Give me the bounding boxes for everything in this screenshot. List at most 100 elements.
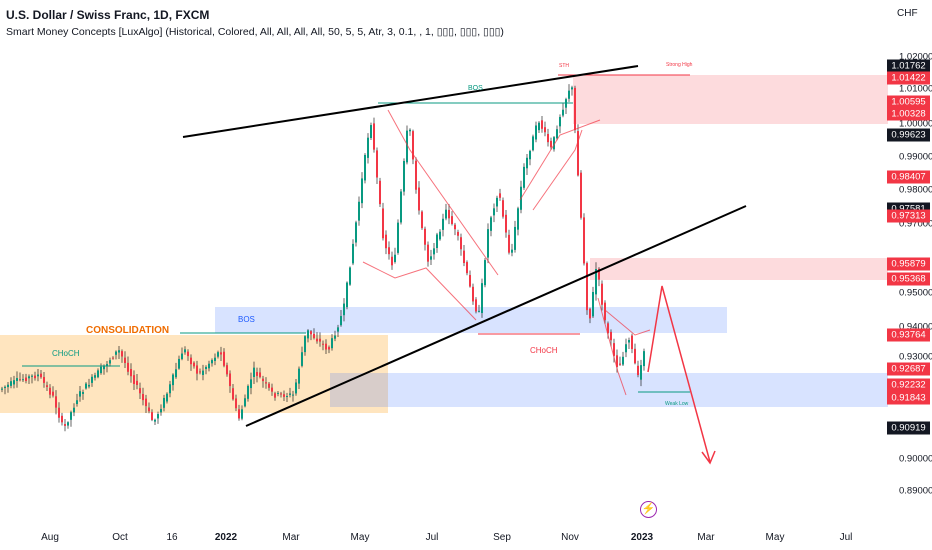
x-axis-label: Sep xyxy=(493,532,511,543)
price-label: 0.90919 xyxy=(887,421,930,435)
candle-body xyxy=(79,391,81,397)
candle-body xyxy=(598,268,600,280)
candle-body xyxy=(199,371,201,373)
candle-body xyxy=(202,370,204,375)
candle-body xyxy=(154,419,156,422)
bos-top-label: BOS xyxy=(468,85,483,92)
price-label: 0.95879 xyxy=(887,257,930,271)
candle-body xyxy=(460,237,462,250)
price-label: 0.97313 xyxy=(887,209,930,223)
candle-body xyxy=(568,90,570,99)
candle-body xyxy=(640,365,642,380)
candle-body xyxy=(97,370,99,378)
candle-body xyxy=(310,331,312,335)
candle-body xyxy=(616,355,618,367)
y-axis-tick: 0.94000 xyxy=(899,321,932,333)
candle-body xyxy=(397,222,399,253)
y-axis-tick: 0.97000 xyxy=(899,218,932,230)
bos-demand-zone xyxy=(215,307,727,333)
candle-body xyxy=(208,363,210,369)
candle-body xyxy=(85,383,87,389)
x-axis-label: May xyxy=(765,532,785,543)
candle-body xyxy=(109,360,111,364)
price-label: 0.92687 xyxy=(887,362,930,376)
candle-body xyxy=(574,87,576,131)
candle-body xyxy=(586,263,588,311)
candle-body xyxy=(244,398,246,407)
candle-body xyxy=(619,363,621,365)
candle-body xyxy=(547,133,549,143)
candle-body xyxy=(436,234,438,249)
price-label: 1.01422 xyxy=(887,71,930,85)
candle-body xyxy=(115,351,117,355)
candle-body xyxy=(484,260,486,286)
lower-trendline[interactable] xyxy=(245,205,747,427)
candle-body xyxy=(529,150,531,160)
candle-body xyxy=(343,303,345,316)
candle-body xyxy=(592,291,594,317)
candle-body xyxy=(433,248,435,255)
candle-body xyxy=(601,283,603,305)
candle-body xyxy=(451,216,453,224)
candle-body xyxy=(607,323,609,334)
candle-body xyxy=(13,380,15,385)
x-axis-label: 2023 xyxy=(630,532,654,543)
candle-body xyxy=(400,191,402,223)
candle-body xyxy=(370,125,372,138)
candle-body xyxy=(589,308,591,319)
candle-body xyxy=(292,394,294,396)
candle-body xyxy=(379,180,381,205)
candle-body xyxy=(535,125,537,140)
symbol-title[interactable]: U.S. Dollar / Swiss Franc, 1D, FXCM xyxy=(6,8,210,22)
candle-body xyxy=(304,336,306,353)
candle-body xyxy=(178,358,180,369)
candle-body xyxy=(127,362,129,372)
lower-demand-zone xyxy=(330,373,888,407)
candle-body xyxy=(301,352,303,366)
candle-body xyxy=(52,391,54,396)
candle-body xyxy=(322,343,324,345)
forecast-path[interactable] xyxy=(647,285,711,463)
candle-body xyxy=(382,208,384,239)
candle-body xyxy=(196,365,198,374)
y-axis-tick: 0.95000 xyxy=(899,287,932,299)
candle-body xyxy=(313,333,315,339)
upper-trendline[interactable] xyxy=(182,65,639,138)
candle-body xyxy=(22,379,24,381)
candle-body xyxy=(493,208,495,216)
x-axis-label: May xyxy=(350,532,370,543)
candle-body xyxy=(442,218,444,230)
indicator-legend[interactable]: Smart Money Concepts [LuxAlgo] (Historic… xyxy=(6,26,504,38)
candle-body xyxy=(187,351,189,357)
candle-body xyxy=(385,234,387,249)
candle-body xyxy=(100,366,102,374)
candle-body xyxy=(169,384,171,394)
candle-body xyxy=(88,384,90,387)
weak-low-label: Weak Low xyxy=(665,401,689,407)
candle-body xyxy=(361,178,363,204)
candles-group xyxy=(1,84,645,432)
candle-body xyxy=(499,193,501,198)
candle-body xyxy=(172,374,174,386)
choch-lower-label: CHoCH xyxy=(530,346,558,355)
candle-body xyxy=(61,415,63,423)
candle-body xyxy=(145,398,147,407)
x-axis-label: Oct xyxy=(112,532,128,543)
candle-body xyxy=(271,387,273,392)
candle-body xyxy=(223,351,225,366)
candle-body xyxy=(217,352,219,357)
candle-body xyxy=(229,373,231,387)
candle-body xyxy=(331,338,333,349)
candle-body xyxy=(133,375,135,385)
candle-body xyxy=(220,352,222,355)
x-axis-label: 2022 xyxy=(214,532,238,543)
candle-body xyxy=(307,330,309,339)
candle-body xyxy=(151,412,153,420)
candle-body xyxy=(46,385,48,387)
candle-body xyxy=(394,254,396,262)
candle-body xyxy=(421,211,423,229)
lightning-icon[interactable]: ⚡ xyxy=(640,501,657,518)
candle-body xyxy=(247,385,249,399)
candle-body xyxy=(511,249,513,253)
